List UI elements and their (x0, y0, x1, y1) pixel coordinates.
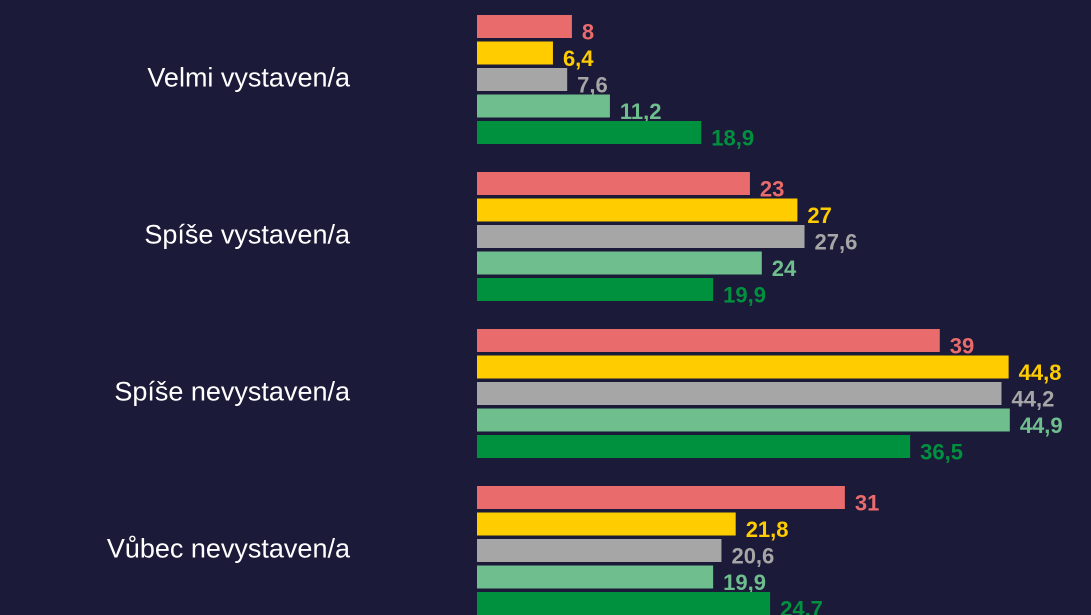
value-label: 44,8 (1019, 360, 1062, 385)
bar (477, 225, 805, 248)
category-label: Vůbec nevystaven/a (107, 533, 351, 563)
value-label: 18,9 (711, 125, 754, 150)
value-label: 21,8 (746, 517, 789, 542)
bar (477, 278, 714, 301)
value-label: 27,6 (815, 229, 858, 254)
bar (477, 408, 1010, 432)
bar (477, 41, 553, 65)
bar (477, 512, 736, 536)
category-label: Spíše vystaven/a (144, 219, 351, 249)
bar (477, 198, 798, 222)
bar (477, 539, 722, 562)
value-label: 44,2 (1012, 386, 1055, 411)
bar (477, 565, 714, 589)
value-label: 44,9 (1020, 413, 1063, 438)
bar (477, 172, 750, 195)
bar (477, 435, 911, 458)
bar (477, 329, 940, 352)
value-label: 8 (582, 19, 594, 44)
bar (477, 486, 845, 509)
value-label: 11,2 (620, 99, 662, 124)
bar (477, 592, 771, 615)
value-label: 24 (772, 256, 797, 281)
value-label: 19,9 (723, 570, 766, 595)
bar (477, 251, 762, 275)
value-label: 36,5 (920, 439, 963, 464)
bar (477, 355, 1009, 379)
value-label: 20,6 (731, 543, 774, 568)
bar (477, 94, 610, 118)
bar (477, 15, 572, 38)
bar (477, 121, 702, 144)
category-label: Spíše nevystaven/a (114, 376, 351, 406)
value-label: 39 (950, 333, 974, 358)
value-label: 24,7 (780, 596, 823, 615)
category-label: Velmi vystaven/a (147, 62, 351, 92)
value-label: 7,6 (577, 72, 608, 97)
value-label: 27 (807, 203, 831, 228)
value-label: 19,9 (723, 282, 766, 307)
bar (477, 68, 568, 91)
bar (477, 382, 1002, 405)
value-label: 6,4 (563, 46, 594, 71)
value-label: 23 (760, 176, 784, 201)
value-label: 31 (855, 490, 879, 515)
